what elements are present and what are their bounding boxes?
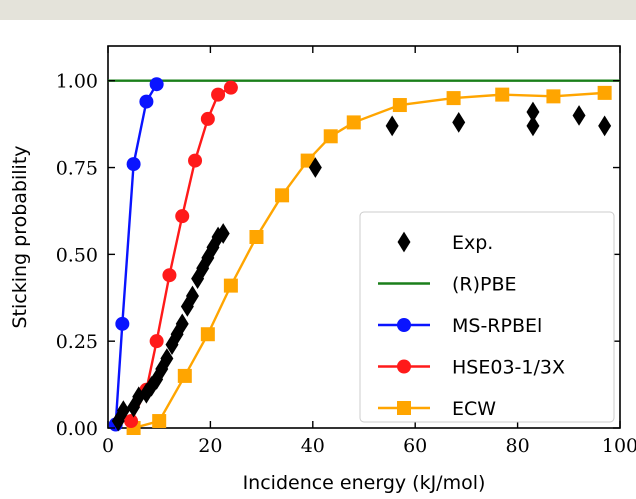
- x-tick-label: 0: [102, 435, 114, 457]
- data-point-exp: [216, 223, 230, 244]
- legend-label-hse03-1-3x: HSE03-1/3X: [452, 357, 565, 379]
- tick-layer: 0 20 40 60 80 100 0.00 0.25 0.50 0.75 1.00: [56, 46, 636, 457]
- y-tick-label: 0.50: [56, 244, 98, 266]
- data-point-exp: [170, 323, 184, 345]
- data-point-exp: [572, 105, 586, 126]
- data-point-ecw: [249, 230, 264, 244]
- data-point-hse03-1-3x: [175, 209, 190, 224]
- data-point-exp: [150, 369, 164, 390]
- series-exp: [111, 101, 612, 432]
- legend-marker-hse03-1-3x: [397, 359, 411, 374]
- data-point-hse03-1-3x: [149, 334, 164, 349]
- data-point-exp: [180, 296, 194, 317]
- data-point-ecw: [323, 129, 338, 144]
- legend-marker-ecw: [397, 401, 411, 415]
- legend-marker-exp: [397, 231, 411, 253]
- data-point-exp: [385, 115, 399, 137]
- y-tick-label: 0.75: [56, 158, 98, 180]
- legend-label-r-pbe: (R)PBE: [452, 274, 517, 296]
- data-point-ms-rpbel: [126, 157, 141, 172]
- data-point-ecw: [177, 368, 192, 383]
- data-point-exp: [526, 115, 540, 137]
- data-point-ecw: [200, 327, 215, 342]
- x-tick-label: 20: [198, 435, 222, 457]
- x-tick-label: 60: [403, 435, 427, 457]
- data-point-exp: [308, 157, 322, 178]
- data-point-hse03-1-3x: [124, 414, 139, 429]
- data-point-hse03-1-3x: [162, 268, 177, 283]
- legend-entry-ms-rpbel: MS-RPBEl: [378, 315, 542, 337]
- data-point-exp: [211, 226, 225, 248]
- data-point-ms-rpbel: [139, 94, 154, 109]
- legend-marker-ms-rpbel: [397, 318, 411, 332]
- data-point-exp: [186, 285, 199, 307]
- data-point-exp: [452, 112, 466, 133]
- legend-label-ms-rpbel: MS-RPBEl: [452, 315, 542, 337]
- legend-label-exp: Exp.: [452, 232, 493, 254]
- x-axis-title: Incidence energy (kJ/mol): [243, 472, 486, 494]
- x-tick-label: 100: [602, 435, 636, 457]
- data-point-hse03-1-3x: [211, 87, 226, 102]
- data-point-hse03-1-3x: [188, 153, 203, 168]
- data-point-ms-rpbel: [149, 77, 164, 92]
- data-point-exp: [116, 400, 130, 421]
- data-point-exp: [132, 386, 146, 408]
- y-tick-label: 1.00: [56, 71, 98, 93]
- legend-entry-ecw: ECW: [378, 398, 496, 420]
- data-point-hse03-1-3x: [223, 80, 238, 95]
- series-ecw: [126, 85, 612, 435]
- data-point-exp: [111, 410, 125, 432]
- legend: Exp. (R)PBE MS-RPBEl HSE03-1/3X ECW: [359, 211, 615, 423]
- x-tick-label: 40: [301, 435, 325, 457]
- y-axis-title: Sticking probability: [9, 145, 31, 328]
- data-point-exp: [160, 348, 174, 369]
- legend-entry-exp: Exp.: [397, 231, 493, 254]
- data-point-ms-rpbel: [115, 316, 130, 331]
- legend-label-ecw: ECW: [452, 398, 496, 420]
- data-point-ecw: [495, 87, 510, 102]
- data-point-ecw: [275, 188, 290, 203]
- data-point-ecw: [597, 85, 612, 100]
- data-point-ecw: [446, 91, 461, 106]
- data-point-ecw: [392, 98, 407, 113]
- legend-entry-hse03-1-3x: HSE03-1/3X: [378, 357, 565, 379]
- data-point-ecw: [223, 278, 238, 293]
- top-band: [0, 0, 636, 20]
- data-point-exp: [139, 382, 153, 404]
- data-point-exp: [196, 257, 210, 279]
- data-point-hse03-1-3x: [200, 111, 215, 126]
- data-point-exp: [175, 313, 189, 335]
- plot-frame: [107, 45, 621, 429]
- y-tick-label: 0.25: [56, 331, 98, 353]
- legend-box: [359, 211, 615, 423]
- data-point-ecw: [346, 115, 361, 130]
- data-point-exp: [598, 115, 612, 137]
- data-point-ecw: [152, 414, 167, 429]
- x-tick-label: 80: [506, 435, 530, 457]
- legend-entry-r-pbe: (R)PBE: [378, 274, 517, 296]
- data-point-ecw: [546, 89, 561, 104]
- data-point-exp: [526, 101, 540, 123]
- y-tick-label: 0.00: [56, 418, 98, 440]
- plot-area: 0 20 40 60 80 100 0.00 0.25 0.50 0.75 1.00: [56, 45, 636, 457]
- series-layer: [108, 77, 620, 435]
